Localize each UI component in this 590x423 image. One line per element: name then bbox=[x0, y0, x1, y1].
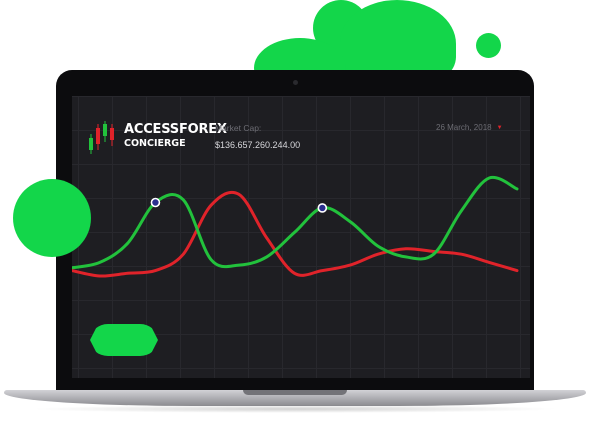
series-line-green bbox=[72, 175, 519, 270]
market-cap-value: $136.657.260.244.00 bbox=[215, 140, 301, 150]
camera-icon bbox=[293, 80, 298, 85]
data-point-marker-2[interactable] bbox=[317, 203, 328, 213]
caret-down-icon: ▼ bbox=[496, 125, 503, 131]
candlestick-logo-icon bbox=[89, 121, 114, 154]
date-selector-value: 26 March, 2018 bbox=[436, 123, 492, 132]
laptop-shadow bbox=[30, 405, 560, 413]
line-chart bbox=[72, 175, 519, 278]
brand-logo: ACCESSFOREX CONCIERGE bbox=[86, 118, 227, 158]
series-line-red bbox=[72, 190, 519, 278]
laptop-base bbox=[4, 390, 586, 406]
date-selector[interactable]: 26 March, 2018 ▼ bbox=[436, 123, 503, 132]
decor-blob-left bbox=[13, 179, 91, 257]
data-point-marker-1[interactable] bbox=[150, 197, 161, 208]
laptop-hinge-notch bbox=[243, 390, 347, 395]
market-cap-label: Market Cap: bbox=[215, 123, 262, 133]
brand-subtitle: CONCIERGE bbox=[124, 138, 186, 149]
brand-name: ACCESSFOREX bbox=[124, 122, 227, 137]
decor-blob-small bbox=[476, 33, 501, 58]
cta-button[interactable] bbox=[90, 324, 158, 356]
